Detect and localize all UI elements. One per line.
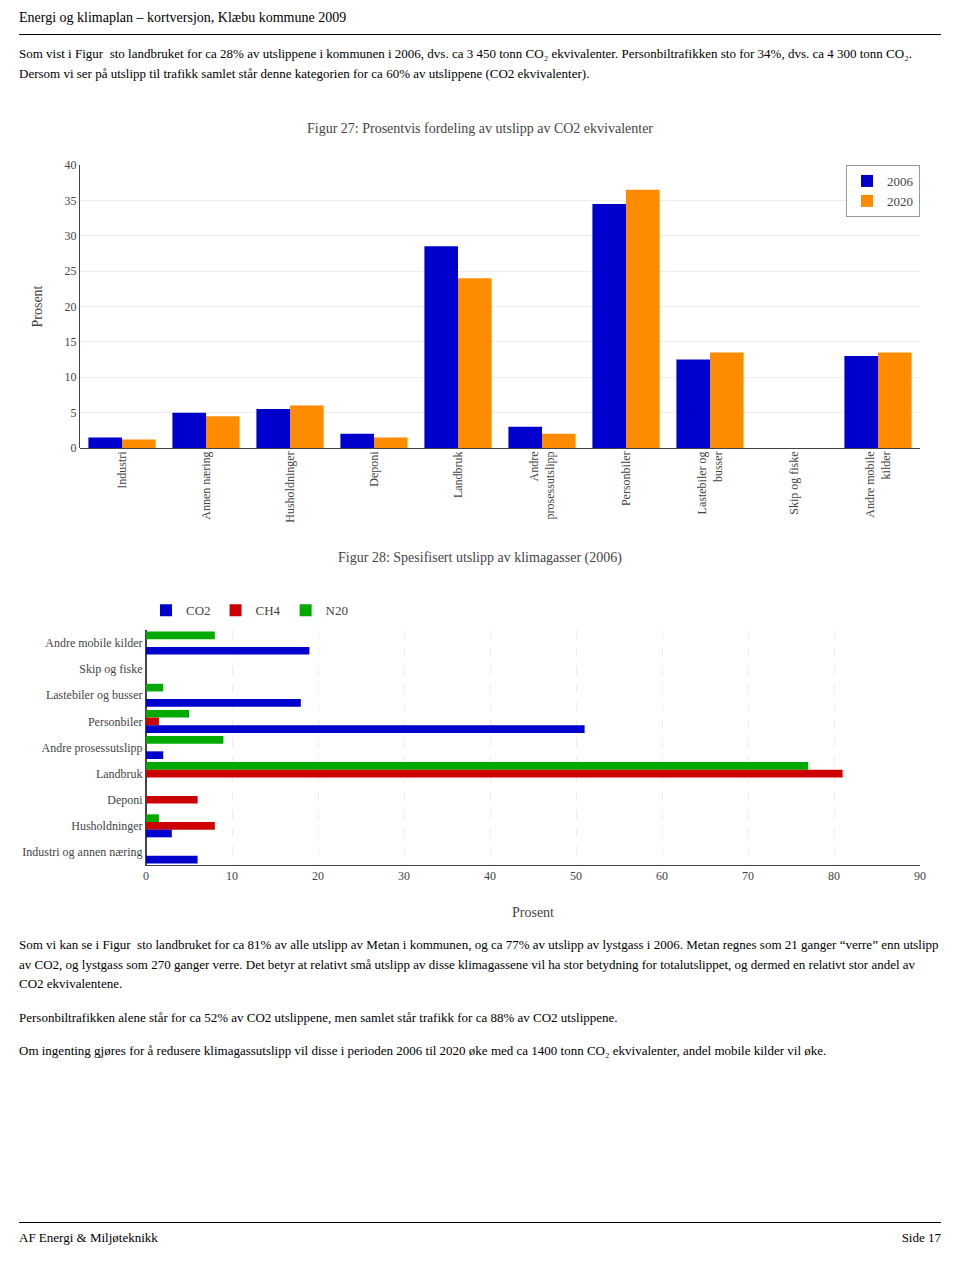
html-text:Personbiltrafikken alene står: Personbiltrafikken alene står for ca 52%… <box>19 1009 618 1025</box>
svg-text:Figur 27: Prosentvis fordeling: Figur 27: Prosentvis fordeling av utslip… <box>307 121 653 136</box>
svg-text:Figur 28: Spesifisert utslipp: Figur 28: Spesifisert utslipp av klimaga… <box>338 550 622 566</box>
svg-text:Skip og fiske: Skip og fiske <box>79 662 142 676</box>
svg-text:70: 70 <box>742 869 754 883</box>
svg-text:35: 35 <box>65 194 77 208</box>
svg-text:50: 50 <box>570 869 582 883</box>
svg-text:Andreprosessutslipp: Andreprosessutslipp <box>527 451 557 519</box>
html-text:Side 17: Side 17 <box>901 1230 941 1245</box>
svg-text:Andre mobilekilder: Andre mobilekilder <box>863 451 893 517</box>
svg-text:N20: N20 <box>326 603 348 618</box>
html-text:Som vi kan se i Figur sto land: Som vi kan se i Figur sto landbruket for… <box>19 937 942 991</box>
svg-text:Lastebiler ogbusser: Lastebiler ogbusser <box>695 451 725 514</box>
svg-text:Personbiler: Personbiler <box>88 715 143 729</box>
svg-text:Lastebiler og busser: Lastebiler og busser <box>46 688 143 702</box>
html-text:AF Energi & Miljøteknikk: AF Energi & Miljøteknikk <box>19 1230 158 1245</box>
svg-text:Personbiler: Personbiler <box>619 451 633 506</box>
svg-text:20: 20 <box>312 869 324 883</box>
svg-text:0: 0 <box>143 869 149 883</box>
svg-text:40: 40 <box>65 158 77 172</box>
svg-text:Husholdninger: Husholdninger <box>283 451 297 522</box>
svg-text:Landbruk: Landbruk <box>96 767 143 781</box>
svg-text:Husholdninger: Husholdninger <box>71 819 142 833</box>
html-text:Om ingenting gjøres for å redu: Om ingenting gjøres for å redusere klima… <box>19 1043 827 1058</box>
svg-text:25: 25 <box>65 264 77 278</box>
svg-text:Industri og annen næring: Industri og annen næring <box>22 845 142 859</box>
svg-text:0: 0 <box>71 441 77 455</box>
svg-text:10: 10 <box>65 370 77 384</box>
svg-text:Deponi: Deponi <box>367 451 381 487</box>
svg-text:90: 90 <box>914 869 926 883</box>
svg-text:CH4: CH4 <box>256 603 281 618</box>
svg-text:30: 30 <box>65 229 77 243</box>
svg-text:10: 10 <box>226 869 238 883</box>
svg-text:Andre prosessutslipp: Andre prosessutslipp <box>42 741 143 755</box>
svg-text:Landbruk: Landbruk <box>451 451 465 498</box>
svg-text:Prosent: Prosent <box>30 285 45 327</box>
svg-text:60: 60 <box>656 869 668 883</box>
svg-text:80: 80 <box>828 869 840 883</box>
svg-text:30: 30 <box>398 869 410 883</box>
html-text:Energi og klimaplan – kortvers: Energi og klimaplan – kortversjon, Klæbu… <box>19 10 347 25</box>
html-text:Som vist i Figur sto landbruke: Som vist i Figur sto landbruket for ca 2… <box>19 46 916 81</box>
svg-text:Andre mobile kilder: Andre mobile kilder <box>45 636 142 650</box>
svg-text:40: 40 <box>484 869 496 883</box>
svg-text:CO2: CO2 <box>186 603 211 618</box>
svg-text:Industri: Industri <box>115 451 129 489</box>
svg-text:Annen næring: Annen næring <box>199 451 213 519</box>
svg-text:2006: 2006 <box>887 174 914 189</box>
svg-text:15: 15 <box>65 335 77 349</box>
svg-text:2020: 2020 <box>887 194 913 209</box>
svg-text:Deponi: Deponi <box>107 793 143 807</box>
svg-text:Prosent: Prosent <box>512 905 554 920</box>
svg-text:20: 20 <box>65 300 77 314</box>
svg-text:Skip og fiske: Skip og fiske <box>787 451 801 514</box>
svg-text:5: 5 <box>71 406 77 420</box>
